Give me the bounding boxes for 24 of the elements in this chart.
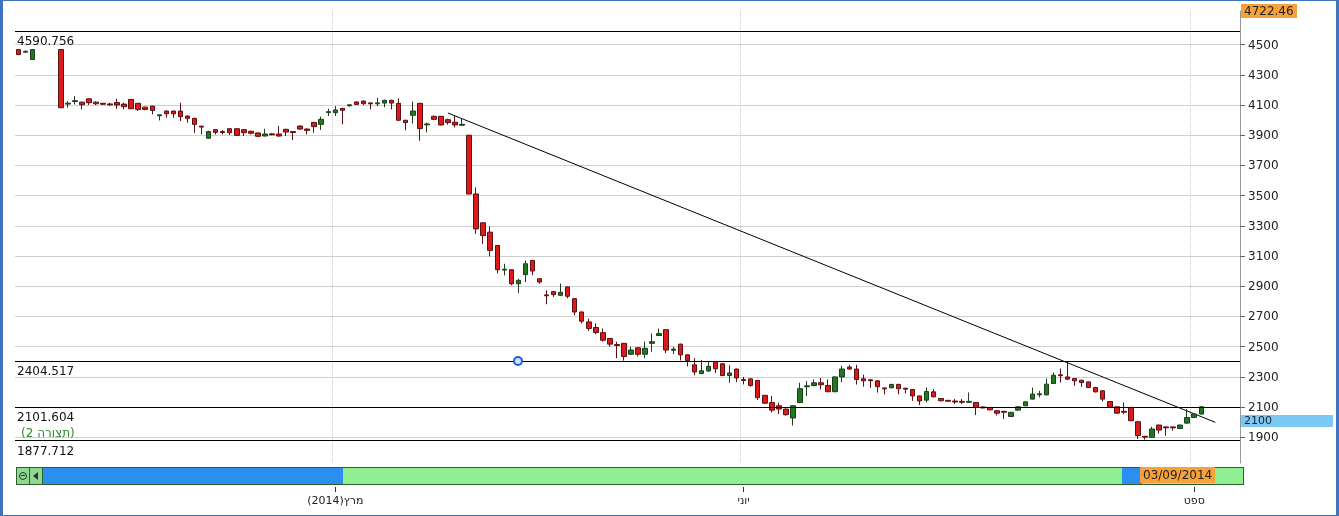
x-tick-label: (2014)מרץ [307,494,364,507]
x-tick-label: יוני [737,494,750,507]
y-tick-label: 3700 [1248,158,1279,173]
ref-line-label: 2404.517 [17,364,75,379]
y-tick-label: 3300 [1248,218,1279,233]
x-tick-label: ספט [1183,494,1205,507]
ref-line-label: 1877.712 [17,443,75,458]
y-tick-label: 3900 [1248,128,1279,143]
y-tick-label: 3100 [1248,249,1279,264]
y-tick-label: 2900 [1248,279,1279,294]
y-tick-label: 4300 [1248,67,1279,82]
text: 4722.46 [1241,4,1297,18]
y-tick-label: 2700 [1248,309,1279,324]
ref-line-label: 4590.756 [17,33,75,48]
y-tick-label: 1900 [1248,430,1279,445]
text: 03/09/2014 [1140,467,1216,483]
ref-line-label: 2101.604 [17,409,75,424]
y-tick-label: 2100 [1248,400,1279,415]
y-tick-label: 4100 [1248,98,1279,113]
y-tick-label: 4500 [1248,37,1279,52]
y-tick-label: 2500 [1248,339,1279,354]
annotation: (תצורה 2) [21,426,75,440]
y-tick-label: 2300 [1248,369,1279,384]
y-tick-label: 3500 [1248,188,1279,203]
